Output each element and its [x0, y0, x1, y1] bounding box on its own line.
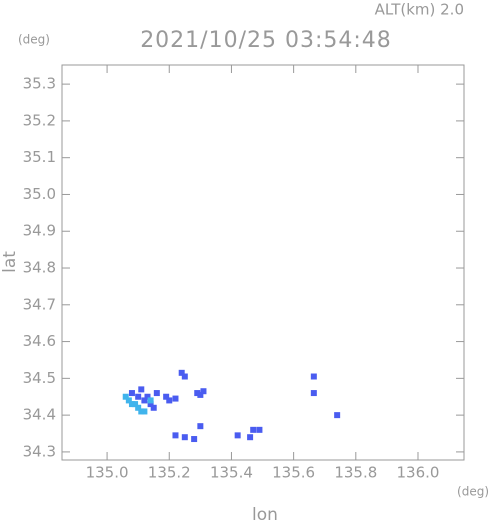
echo-point	[194, 390, 201, 397]
echo-point	[234, 432, 241, 439]
x-tick-label: 135.4	[210, 464, 253, 482]
y-tick-label: 35.1	[23, 148, 56, 166]
echo-point	[135, 393, 142, 400]
y-tick-label: 34.7	[23, 295, 56, 313]
echo-point	[153, 390, 160, 397]
echo-point	[135, 404, 142, 411]
y-tick-label: 34.3	[23, 442, 56, 460]
echo-point	[166, 397, 173, 404]
echo-point	[178, 369, 185, 376]
echo-point	[147, 401, 154, 408]
x-tick-label: 135.0	[86, 464, 129, 482]
y-tick-label: 34.5	[23, 369, 56, 387]
y-axis-label: lat	[0, 251, 20, 273]
y-tick-label: 35.2	[23, 111, 56, 129]
echo-point	[247, 434, 254, 441]
y-tick-label: 34.4	[23, 406, 56, 424]
echo-point	[147, 397, 154, 404]
y-tick-label: 35.3	[23, 75, 56, 93]
altitude: ALT(km) 2.0	[375, 1, 464, 19]
echo-point	[250, 426, 257, 433]
chart-title: 2021/10/25 03:54:48	[140, 28, 392, 53]
echo-point	[122, 393, 129, 400]
echo-point	[334, 412, 341, 419]
echo-point	[181, 434, 188, 441]
echo-point	[197, 391, 204, 398]
echo-point	[141, 408, 148, 415]
echo-point	[163, 393, 170, 400]
y-tick-label: 34.9	[23, 222, 56, 240]
y-unit: (deg)	[18, 33, 50, 47]
echo-point	[191, 436, 198, 443]
y-tick-label: 35.0	[23, 185, 56, 203]
echo-point	[200, 388, 207, 395]
echo-point	[144, 393, 151, 400]
echo-point	[138, 408, 145, 415]
echo-point	[310, 373, 317, 380]
echo-point	[256, 426, 263, 433]
echo-point	[125, 397, 132, 404]
x-unit: (deg)	[457, 485, 489, 499]
echo-point	[132, 401, 139, 408]
echo-point	[128, 401, 135, 408]
x-tick-label: 136.0	[397, 464, 440, 482]
x-tick-label: 135.6	[272, 464, 315, 482]
x-axis-label: lon	[252, 505, 278, 521]
echo-point	[128, 390, 135, 397]
echo-point	[138, 386, 145, 393]
echo-point	[181, 373, 188, 380]
x-tick-label: 135.8	[334, 464, 377, 482]
y-tick-label: 34.6	[23, 332, 56, 350]
echo-point	[141, 397, 148, 404]
x-tick-label: 135.2	[148, 464, 191, 482]
echo-point	[172, 432, 179, 439]
echo-point	[150, 404, 157, 411]
y-tick-label: 34.8	[23, 259, 56, 277]
plot-frame	[61, 64, 465, 461]
echo-point	[310, 390, 317, 397]
echo-point	[197, 423, 204, 430]
echo-point	[172, 395, 179, 402]
